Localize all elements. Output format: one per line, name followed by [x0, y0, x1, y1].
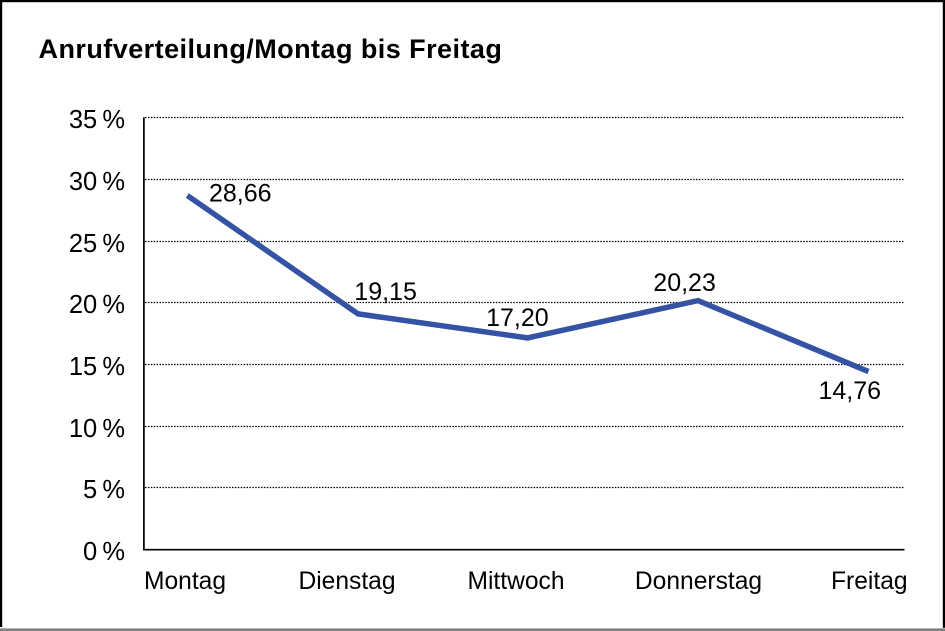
svg-text:Montag: Montag	[144, 568, 226, 595]
svg-text:17,20: 17,20	[486, 304, 549, 332]
svg-text:25 %: 25 %	[69, 230, 125, 258]
svg-text:20 %: 20 %	[69, 291, 125, 319]
svg-text:19,15: 19,15	[354, 278, 417, 306]
svg-text:35 %: 35 %	[69, 106, 125, 134]
svg-text:10 %: 10 %	[69, 415, 125, 443]
svg-text:14,76: 14,76	[819, 377, 882, 405]
svg-text:0 %: 0 %	[83, 538, 125, 566]
svg-text:Anrufverteilung/Montag bis Fre: Anrufverteilung/Montag bis Freitag	[39, 34, 503, 64]
svg-text:5 %: 5 %	[83, 476, 125, 504]
svg-text:28,66: 28,66	[209, 179, 272, 207]
svg-text:20,23: 20,23	[653, 269, 716, 297]
svg-text:Donnerstag: Donnerstag	[635, 568, 762, 595]
svg-text:Freitag: Freitag	[831, 568, 908, 595]
svg-text:15 %: 15 %	[69, 353, 125, 381]
svg-text:30 %: 30 %	[69, 168, 125, 196]
svg-text:Mittwoch: Mittwoch	[467, 568, 564, 595]
svg-text:Dienstag: Dienstag	[298, 568, 395, 595]
